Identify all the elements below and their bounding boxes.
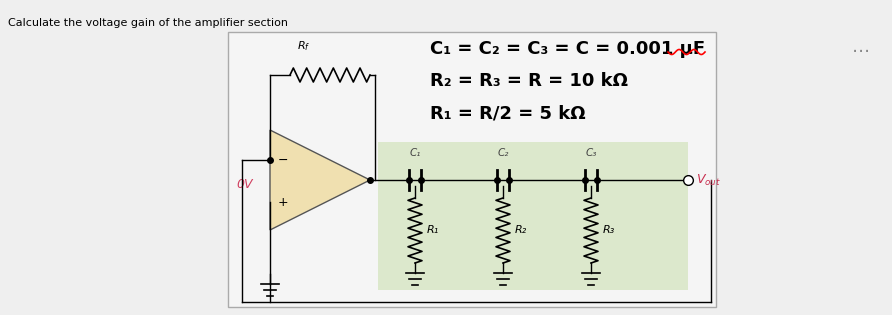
- Text: R₁: R₁: [427, 225, 439, 235]
- Text: C₂: C₂: [498, 148, 508, 158]
- Text: R₁ = R/2 = 5 kΩ: R₁ = R/2 = 5 kΩ: [430, 104, 586, 122]
- Polygon shape: [270, 130, 370, 230]
- Text: R₂ = R₃ = R = 10 kΩ: R₂ = R₃ = R = 10 kΩ: [430, 72, 628, 90]
- Text: R₃: R₃: [603, 225, 615, 235]
- Text: $R_f$: $R_f$: [297, 39, 310, 53]
- Text: C₁ = C₂ = C₃ = C = 0.001 μF: C₁ = C₂ = C₃ = C = 0.001 μF: [430, 40, 705, 58]
- Text: 0V: 0V: [236, 179, 252, 192]
- Text: C₃: C₃: [585, 148, 597, 158]
- Bar: [228, 32, 716, 307]
- Text: −: −: [278, 153, 288, 167]
- Text: C₁: C₁: [409, 148, 421, 158]
- Text: R₂: R₂: [515, 225, 527, 235]
- Text: …: …: [852, 38, 870, 56]
- Text: Calculate the voltage gain of the amplifier section: Calculate the voltage gain of the amplif…: [8, 18, 288, 28]
- Text: +: +: [278, 196, 289, 209]
- Bar: [378, 142, 688, 290]
- Text: $V_{out}$: $V_{out}$: [696, 172, 721, 187]
